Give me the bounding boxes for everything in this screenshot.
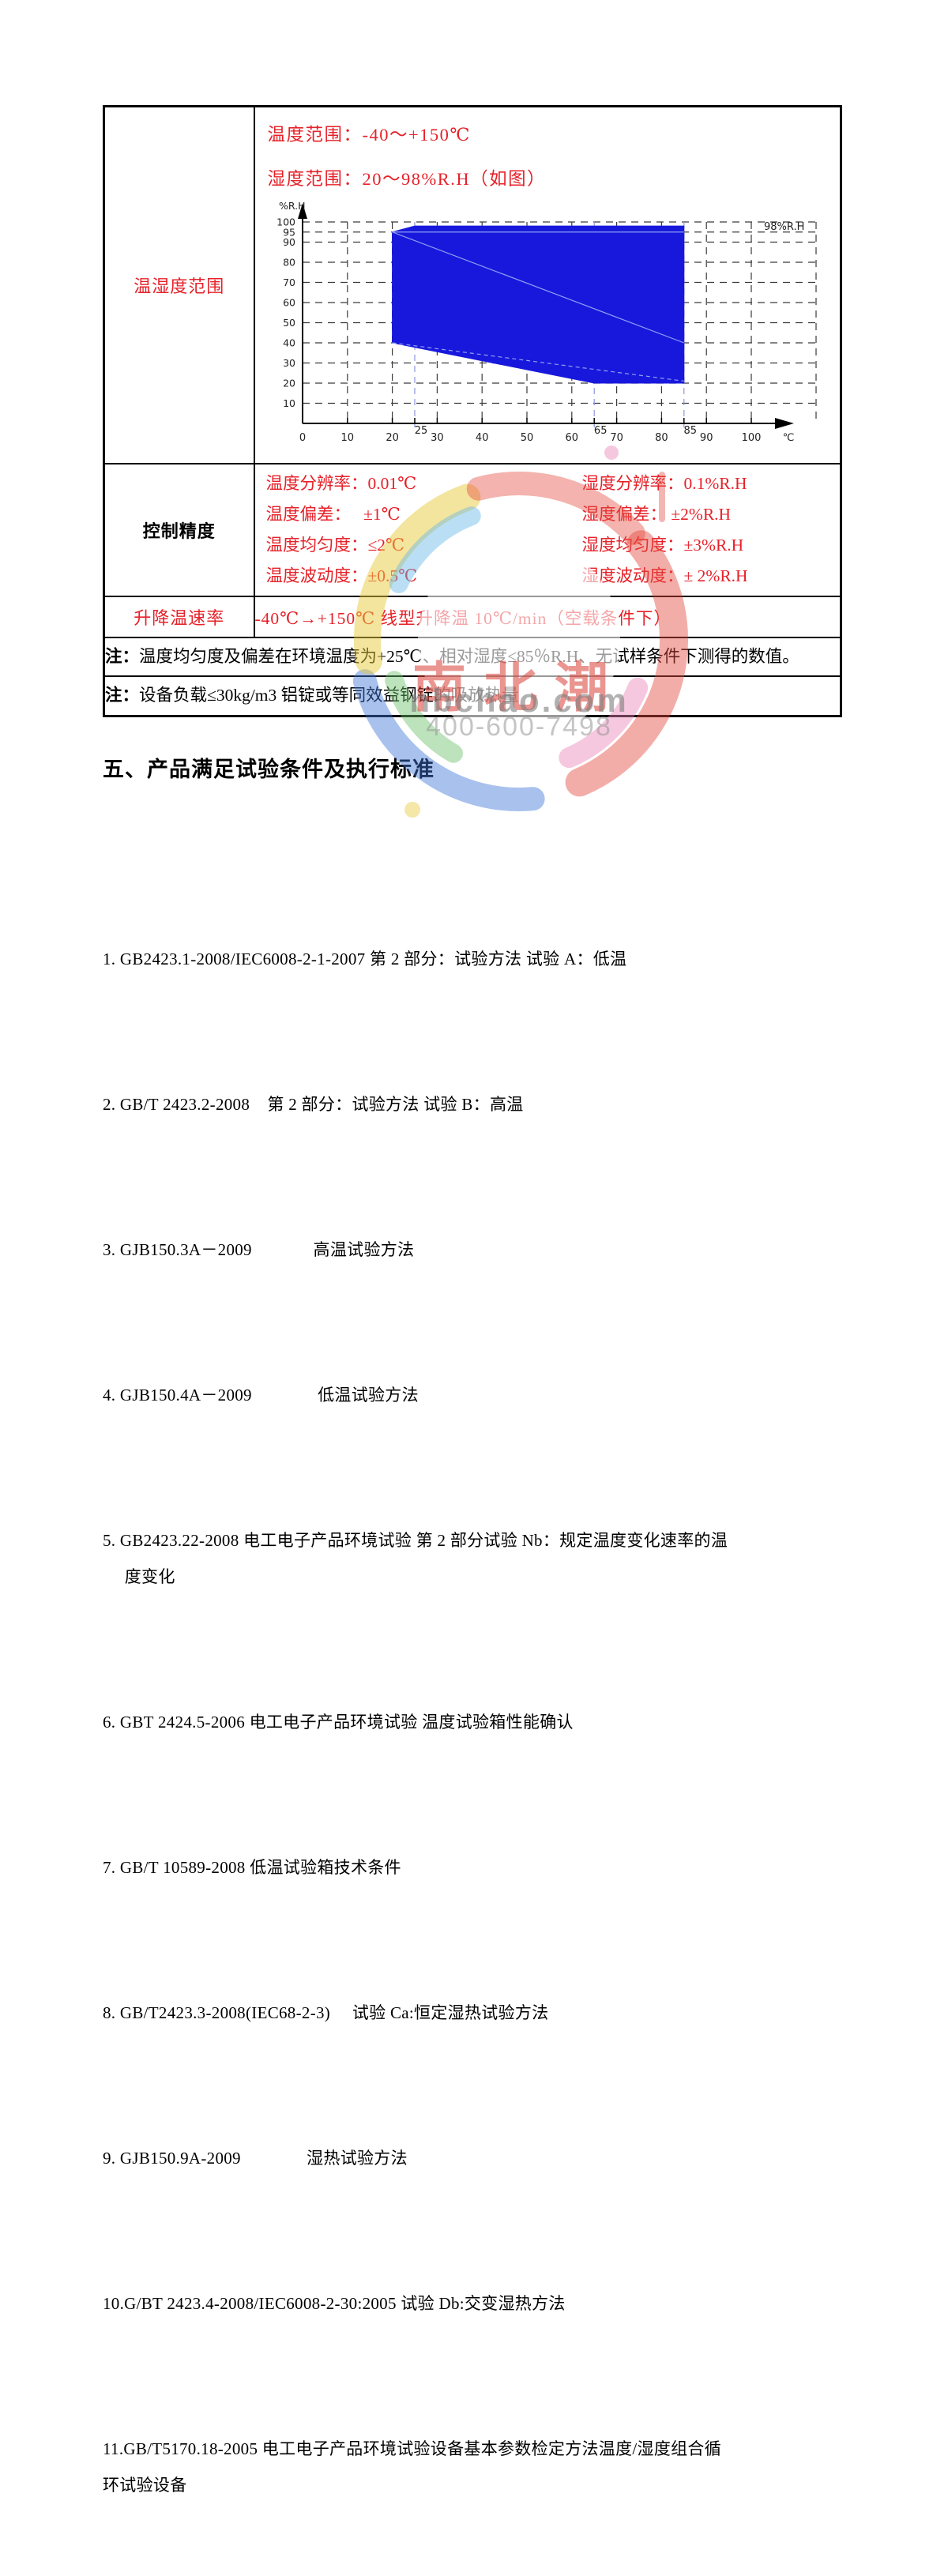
svg-text:20: 20 [283, 378, 295, 389]
svg-text:90: 90 [283, 236, 295, 248]
svg-text:50: 50 [283, 317, 295, 329]
svg-text:60: 60 [283, 297, 295, 309]
svg-text:95: 95 [283, 226, 295, 238]
precision-humidity-value: 湿度偏差： ±2%R.H [581, 505, 732, 524]
range-chart-cell: 温度范围：-40～+150℃ 湿度范围：20～98%R.H（如图） 10 20 30… [253, 105, 842, 464]
row-ramp-rate: 升降温速率 -40℃→+150℃ 线型升降温 10℃/min（空载条件下） [103, 596, 842, 638]
ramp-rate-value: -40℃→+150℃ 线型升降温 10℃/min（空载条件下） [253, 596, 842, 638]
svg-text:98%R.H: 98%R.H [764, 221, 804, 233]
svg-text:10: 10 [340, 432, 354, 444]
svg-text:40: 40 [475, 432, 488, 444]
svg-text:50: 50 [520, 432, 533, 444]
svg-text:65: 65 [593, 425, 607, 437]
standard-item: 2. GB/T 2423.2-2008 第 2 部分：试验方法 试验 B：高温 [103, 1094, 524, 1114]
row-label-control-precision: 控制精度 [103, 463, 255, 597]
svg-text:30: 30 [283, 357, 295, 369]
svg-text:60: 60 [565, 432, 578, 444]
svg-text:0: 0 [299, 432, 305, 444]
precision-row: 温度分辨率：0.01℃ 湿度分辨率：0.1%R.H [266, 468, 841, 499]
precision-humidity-value: 湿度均匀度：±3%R.H [581, 536, 744, 555]
standard-item: 4. GJB150.4A－2009 低温试验方法 [103, 1385, 419, 1405]
row-label-temp-humidity-range: 温湿度范围 [103, 105, 255, 464]
precision-row: 温度波动度：±0.5℃ 湿度波动度：± 2%R.H [266, 561, 841, 592]
standard-item: 3. GJB150.3A－2009 高温试验方法 [103, 1239, 415, 1259]
precision-temp-value: 温度偏差： ±1℃ [265, 505, 401, 524]
standard-item: 9. GJB150.9A-2009 湿热试验方法 [103, 2148, 408, 2168]
svg-text:90: 90 [699, 432, 713, 444]
svg-text:70: 70 [283, 276, 295, 288]
standard-item: 5. GB2423.22-2008 电工电子产品环境试验 第 2 部分试验 Nb… [103, 1530, 728, 1586]
notes-body: 注：温度均匀度及偏差在环境温度为+25℃、相对湿度≤85％R.H、无试样条件下测… [103, 636, 842, 717]
svg-text:80: 80 [655, 432, 668, 444]
svg-text:30: 30 [431, 432, 444, 444]
standard-item: 1. GB2423.1-2008/IEC6008-2-1-2007 第 2 部分… [103, 949, 627, 968]
note-prefix: 注： [105, 686, 140, 705]
svg-text:40: 40 [283, 337, 295, 349]
svg-text:100: 100 [741, 432, 761, 444]
section-heading: 五、产品满足试验条件及执行标准 [103, 757, 434, 781]
standard-item: 6. GBT 2424.5-2006 电工电子产品环境试验 温度试验箱性能确认 [103, 1712, 574, 1732]
svg-text:℃: ℃ [782, 432, 794, 444]
standards-list: 1. GB2423.1-2008/IEC6008-2-1-2007 第 2 部分… [103, 795, 842, 2576]
precision-temp-value: 温度分辨率：0.01℃ [265, 474, 417, 493]
note-row: 注：设备负载≤30kg/m3 铝锭或等同效益钢锭的吸放热量 [103, 675, 842, 717]
control-precision-cell: 温度分辨率：0.01℃ 湿度分辨率：0.1%R.H 温度偏差： ±1℃ 湿度偏差… [253, 463, 842, 597]
svg-text:25: 25 [414, 425, 427, 437]
svg-text:70: 70 [610, 432, 623, 444]
standard-item: 10.G/BT 2423.4-2008/IEC6008-2-30:2005 试验… [103, 2293, 566, 2313]
precision-humidity-value: 湿度分辨率：0.1%R.H [581, 474, 747, 493]
standard-item: 11.GB/T5170.18-2005 电工电子产品环境试验设备基本参数检定方法… [103, 2439, 722, 2495]
note-row: 注：温度均匀度及偏差在环境温度为+25℃、相对湿度≤85％R.H、无试样条件下测… [103, 636, 842, 678]
row-control-precision: 控制精度 温度分辨率：0.01℃ 湿度分辨率：0.1%R.H 温度偏差： ±1℃ [103, 463, 842, 597]
row-temp-humidity-range: 温湿度范围 温度范围：-40～+150℃ 湿度范围：20～98%R.H（如图） … [103, 105, 842, 464]
precision-row: 温度偏差： ±1℃ 湿度偏差： ±2%R.H [266, 499, 841, 530]
svg-text:100: 100 [276, 216, 295, 228]
note-text: 设备负载≤30kg/m3 铝锭或等同效益钢锭的吸放热量 [139, 686, 519, 705]
svg-text:85: 85 [683, 425, 697, 437]
note-text: 温度均匀度及偏差在环境温度为+25℃、相对湿度≤85％R.H、无试样条件下测得的… [139, 647, 799, 666]
standard-item: 8. GB/T2423.3-2008(IEC68-2-3) 试验 Ca:恒定湿热… [103, 2003, 549, 2022]
precision-temp-value: 温度波动度：±0.5℃ [265, 566, 418, 585]
precision-humidity-value: 湿度波动度：± 2%R.H [581, 566, 748, 585]
precision-list: 温度分辨率：0.01℃ 湿度分辨率：0.1%R.H 温度偏差： ±1℃ 湿度偏差… [255, 465, 841, 595]
svg-text:20: 20 [386, 432, 399, 444]
row-label-ramp-rate: 升降温速率 [103, 596, 255, 638]
note-prefix: 注： [105, 647, 140, 666]
humidity-temperature-chart: 10 20 30 40 50 60 70 80 90 95 100 0 10 20 30 40 50 60 70 80… [263, 198, 841, 463]
standard-item: 7. GB/T 10589-2008 低温试验箱技术条件 [103, 1857, 401, 1877]
svg-text:%R.H: %R.H [279, 200, 306, 212]
precision-temp-value: 温度均匀度：≤2℃ [265, 536, 405, 555]
note-cell: 注：温度均匀度及偏差在环境温度为+25℃、相对湿度≤85％R.H、无试样条件下测… [103, 636, 842, 678]
spec-table: 温湿度范围 温度范围：-40～+150℃ 湿度范围：20～98%R.H（如图） … [103, 105, 842, 717]
temp-range-text: 温度范围：-40～+150℃ [267, 125, 472, 145]
note-cell: 注：设备负载≤30kg/m3 铝锭或等同效益钢锭的吸放热量 [103, 675, 842, 717]
humidity-range-text: 湿度范围：20～98%R.H（如图） [267, 169, 547, 189]
svg-text:10: 10 [283, 397, 295, 409]
svg-text:80: 80 [283, 257, 295, 269]
precision-row: 温度均匀度：≤2℃ 湿度均匀度：±3%R.H [266, 530, 841, 561]
